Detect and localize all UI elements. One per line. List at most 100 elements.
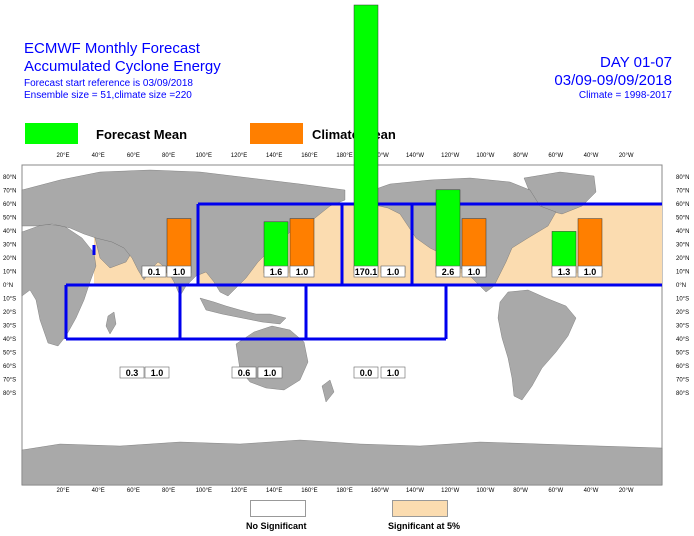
x-tick-bottom: 100°E <box>196 488 212 494</box>
y-tick-left: 70°S <box>3 378 16 384</box>
legend-forecast-label: Forecast Mean <box>96 127 188 142</box>
y-tick-right: 80°N <box>676 175 689 181</box>
y-tick-left: 80°N <box>3 175 16 181</box>
y-tick-right: 80°S <box>676 391 689 397</box>
label-box-forecast-central-north-pacific <box>353 265 379 278</box>
south-america-land <box>497 289 577 401</box>
x-tick-bottom: 100°W <box>476 488 494 494</box>
x-tick-top: 140°E <box>266 153 282 159</box>
x-tick-bottom: 140°W <box>406 488 424 494</box>
bar-climate-north-atlantic <box>577 218 603 274</box>
y-tick-right: 60°N <box>676 202 689 208</box>
x-tick-top: 180°E <box>336 153 352 159</box>
x-tick-bottom: 120°E <box>231 488 247 494</box>
x-tick-bottom: 40°W <box>584 488 599 494</box>
no-significant-swatch <box>250 500 306 517</box>
x-tick-bottom: 160°E <box>301 488 317 494</box>
bar-climate-eastern-north-pacific <box>461 218 487 274</box>
y-tick-left: 50°N <box>3 216 16 222</box>
label-box-climate-eastern-north-pacific <box>461 265 487 278</box>
y-tick-right: 40°N <box>676 229 689 235</box>
y-tick-right: 70°N <box>676 189 689 195</box>
chart-title: ECMWF Monthly Forecast <box>24 40 200 57</box>
x-tick-top: 140°W <box>406 153 424 159</box>
x-tick-top: 20°E <box>56 153 69 159</box>
x-tick-top: 160°E <box>301 153 317 159</box>
x-tick-top: 80°E <box>162 153 175 159</box>
africa-land <box>21 223 97 347</box>
antarctica-land <box>21 439 663 486</box>
indonesia-land <box>199 297 287 325</box>
y-tick-right: 60°S <box>676 364 689 370</box>
basin-borders <box>64 202 662 341</box>
x-tick-top: 60°W <box>548 153 563 159</box>
label-box-forecast-eastern-north-pacific <box>435 265 461 278</box>
x-tick-bottom: 60°E <box>127 488 140 494</box>
legend-forecast-swatch <box>25 123 78 144</box>
day-range: DAY 01-07 <box>600 54 672 71</box>
y-tick-right: 30°N <box>676 243 689 249</box>
y-tick-right: 40°S <box>676 337 689 343</box>
x-tick-top: 120°W <box>441 153 459 159</box>
label-forecast-eastern-north-pacific: 2.6 <box>442 267 455 277</box>
y-tick-right: 70°S <box>676 378 689 384</box>
label-forecast-central-north-pacific: 170.1 <box>355 267 378 277</box>
x-tick-top: 100°E <box>196 153 212 159</box>
x-tick-top: 60°E <box>127 153 140 159</box>
y-tick-left: 50°S <box>3 351 16 357</box>
x-tick-bottom: 160°W <box>371 488 389 494</box>
label-box-climate-western-north-pacific <box>289 265 315 278</box>
y-tick-left: 70°N <box>3 189 16 195</box>
madagascar-land <box>105 311 117 335</box>
x-tick-top: 40°W <box>584 153 599 159</box>
x-tick-bottom: 20°E <box>56 488 69 494</box>
label-forecast-north-indian: 0.1 <box>148 267 161 277</box>
x-tick-top: 80°W <box>513 153 528 159</box>
y-tick-left: 20°N <box>3 256 16 262</box>
label-climate-australian: 1.0 <box>264 368 277 378</box>
x-tick-bottom: 140°E <box>266 488 282 494</box>
y-tick-left: 60°S <box>3 364 16 370</box>
legend-climate-swatch <box>250 123 303 144</box>
y-tick-right: 10°S <box>676 297 689 303</box>
label-box-forecast-western-north-pacific <box>263 265 289 278</box>
y-tick-right: 20°S <box>676 310 689 316</box>
label-box-climate-australian <box>257 366 283 379</box>
date-range: 03/09-09/09/2018 <box>554 72 672 89</box>
label-box-forecast-australian <box>231 366 257 379</box>
label-forecast-south-indian: 0.3 <box>126 368 139 378</box>
bar-labels: 0.1 1.0 1.6 1.0 170.1 1.0 2.6 1.0 1.3 1.0 0.3 1.0 0.… <box>119 265 603 379</box>
no-significant-label: No Significant <box>246 521 307 531</box>
label-box-forecast-north-indian <box>141 265 167 278</box>
y-tick-right: 50°S <box>676 351 689 357</box>
bar-forecast-central-north-pacific <box>353 4 379 274</box>
label-climate-north-indian: 1.0 <box>173 267 186 277</box>
x-tick-top: 40°E <box>92 153 105 159</box>
bar-forecast-western-north-pacific <box>263 221 289 274</box>
significant-label: Significant at 5% <box>388 521 461 531</box>
y-tick-right: 10°N <box>676 270 689 276</box>
y-tick-left: 60°N <box>3 202 16 208</box>
label-forecast-western-north-pacific: 1.6 <box>270 267 283 277</box>
axes: 20°E 20°E 40°E 40°E 60°E 60°E 80°E 80°E 100°E 100… <box>3 153 689 494</box>
start-reference: Forecast start reference is 03/09/2018 <box>24 78 193 89</box>
label-forecast-south-pacific: 0.0 <box>360 368 373 378</box>
y-tick-left: 30°S <box>3 324 16 330</box>
label-box-forecast-south-indian <box>119 366 145 379</box>
label-box-climate-north-atlantic <box>577 265 603 278</box>
x-tick-top: 120°E <box>231 153 247 159</box>
chart-subtitle: Accumulated Cyclone Energy <box>24 58 221 75</box>
y-tick-left: 0°N <box>3 283 13 289</box>
label-box-forecast-south-pacific <box>353 366 379 379</box>
y-tick-left: 20°S <box>3 310 16 316</box>
x-tick-bottom: 80°W <box>513 488 528 494</box>
label-climate-north-atlantic: 1.0 <box>584 267 597 277</box>
y-tick-left: 10°N <box>3 270 16 276</box>
y-tick-left: 40°S <box>3 337 16 343</box>
x-tick-bottom: 80°E <box>162 488 175 494</box>
label-climate-western-north-pacific: 1.0 <box>296 267 309 277</box>
bar-forecast-eastern-north-pacific <box>435 189 461 274</box>
y-tick-left: 10°S <box>3 297 16 303</box>
y-tick-right: 50°N <box>676 216 689 222</box>
